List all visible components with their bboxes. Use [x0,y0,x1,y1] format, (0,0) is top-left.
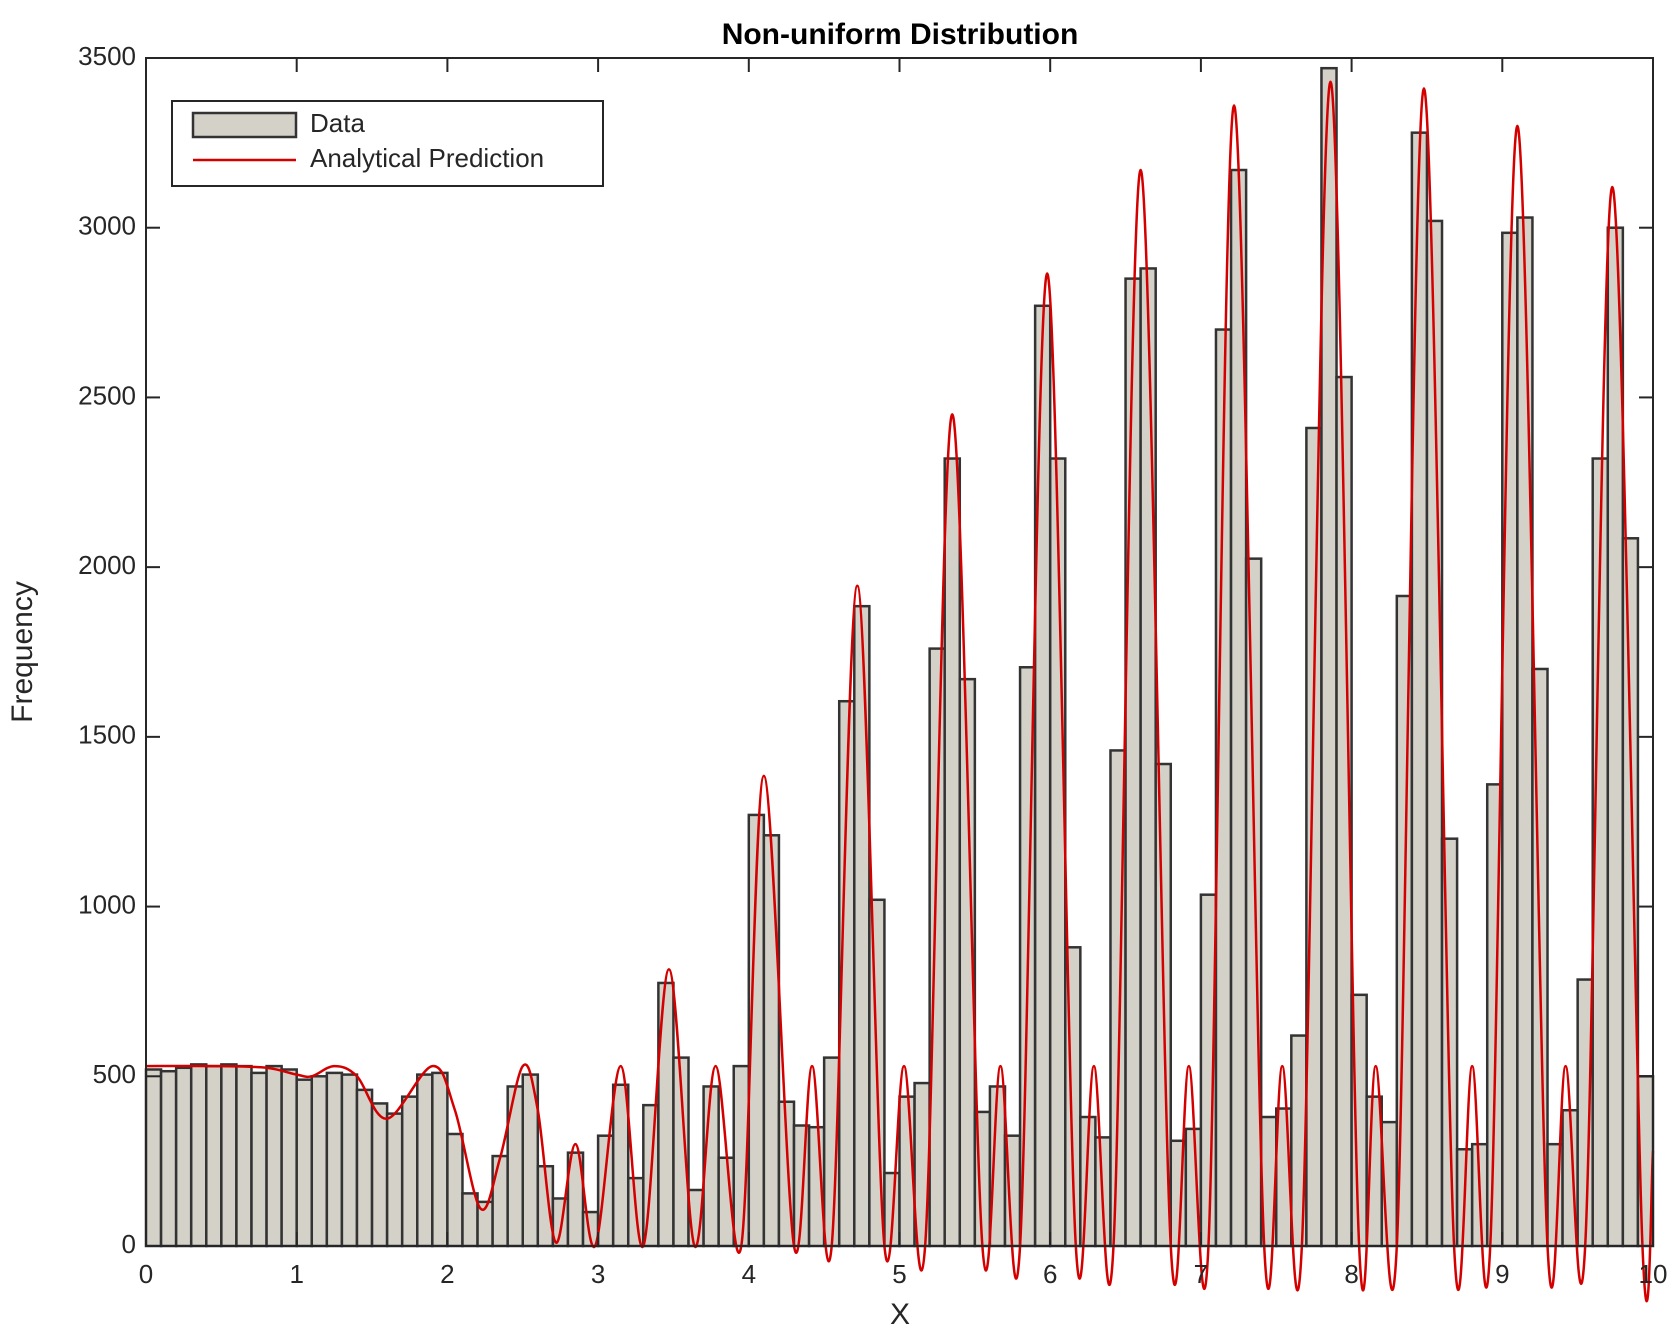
bar [1621,537,1640,1248]
x-tick-label: 10 [1639,1259,1668,1289]
y-axis-label: Frequency [6,581,39,723]
bar [189,1063,208,1248]
bar [205,1064,223,1248]
bar [235,1064,253,1248]
bar [611,1083,630,1248]
x-axis-label: X [890,1298,910,1331]
bar [416,1073,434,1248]
x-tick-label: 0 [139,1259,153,1289]
y-tick-label: 500 [93,1059,136,1089]
bar [174,1066,193,1248]
bar [400,1095,419,1248]
x-tick-label: 7 [1194,1259,1208,1289]
bar [144,1068,163,1248]
y-tick-label: 1000 [78,889,136,919]
bar [596,1134,615,1248]
x-tick-label: 4 [742,1259,756,1289]
legend-label: Data [310,108,365,138]
bar [355,1088,374,1248]
bar [340,1073,359,1248]
y-tick-label: 2500 [78,380,136,410]
bar [1305,426,1323,1248]
bar [220,1063,238,1248]
y-tick-label: 0 [122,1229,136,1259]
bar [853,604,871,1248]
legend-swatch [191,111,298,139]
legend-label: Analytical Prediction [310,143,544,173]
bar [491,1154,509,1248]
bar [1139,267,1157,1248]
bar [385,1112,404,1248]
x-tick-label: 8 [1344,1259,1358,1289]
bar [446,1132,464,1248]
bar [310,1075,329,1248]
bar [295,1078,314,1248]
y-tick-label: 2000 [78,550,136,580]
y-tick-label: 3000 [78,211,136,241]
bar [431,1071,449,1248]
x-tick-label: 1 [289,1259,303,1289]
y-tick-label: 3500 [78,41,136,71]
bar [1501,231,1519,1248]
bar [1516,216,1534,1248]
bar [265,1064,283,1248]
bar [325,1071,344,1248]
bar [762,834,781,1248]
bar [1410,131,1429,1248]
y-tick-label: 1500 [78,720,136,750]
x-tick-label: 5 [892,1259,906,1289]
bar [280,1068,298,1248]
bar [928,647,946,1248]
bar [988,1085,1007,1248]
chart-title: Non-uniform Distribution [722,18,1079,51]
bar [250,1071,268,1248]
bar [1033,304,1052,1248]
bar [1244,557,1263,1248]
bar [461,1192,479,1248]
x-tick-label: 2 [440,1259,454,1289]
bar [943,457,962,1248]
bar [159,1069,178,1248]
x-tick-label: 3 [591,1259,605,1289]
bar [370,1102,389,1248]
x-tick-label: 9 [1495,1259,1509,1289]
x-tick-label: 6 [1043,1259,1057,1289]
bar [1124,277,1142,1248]
